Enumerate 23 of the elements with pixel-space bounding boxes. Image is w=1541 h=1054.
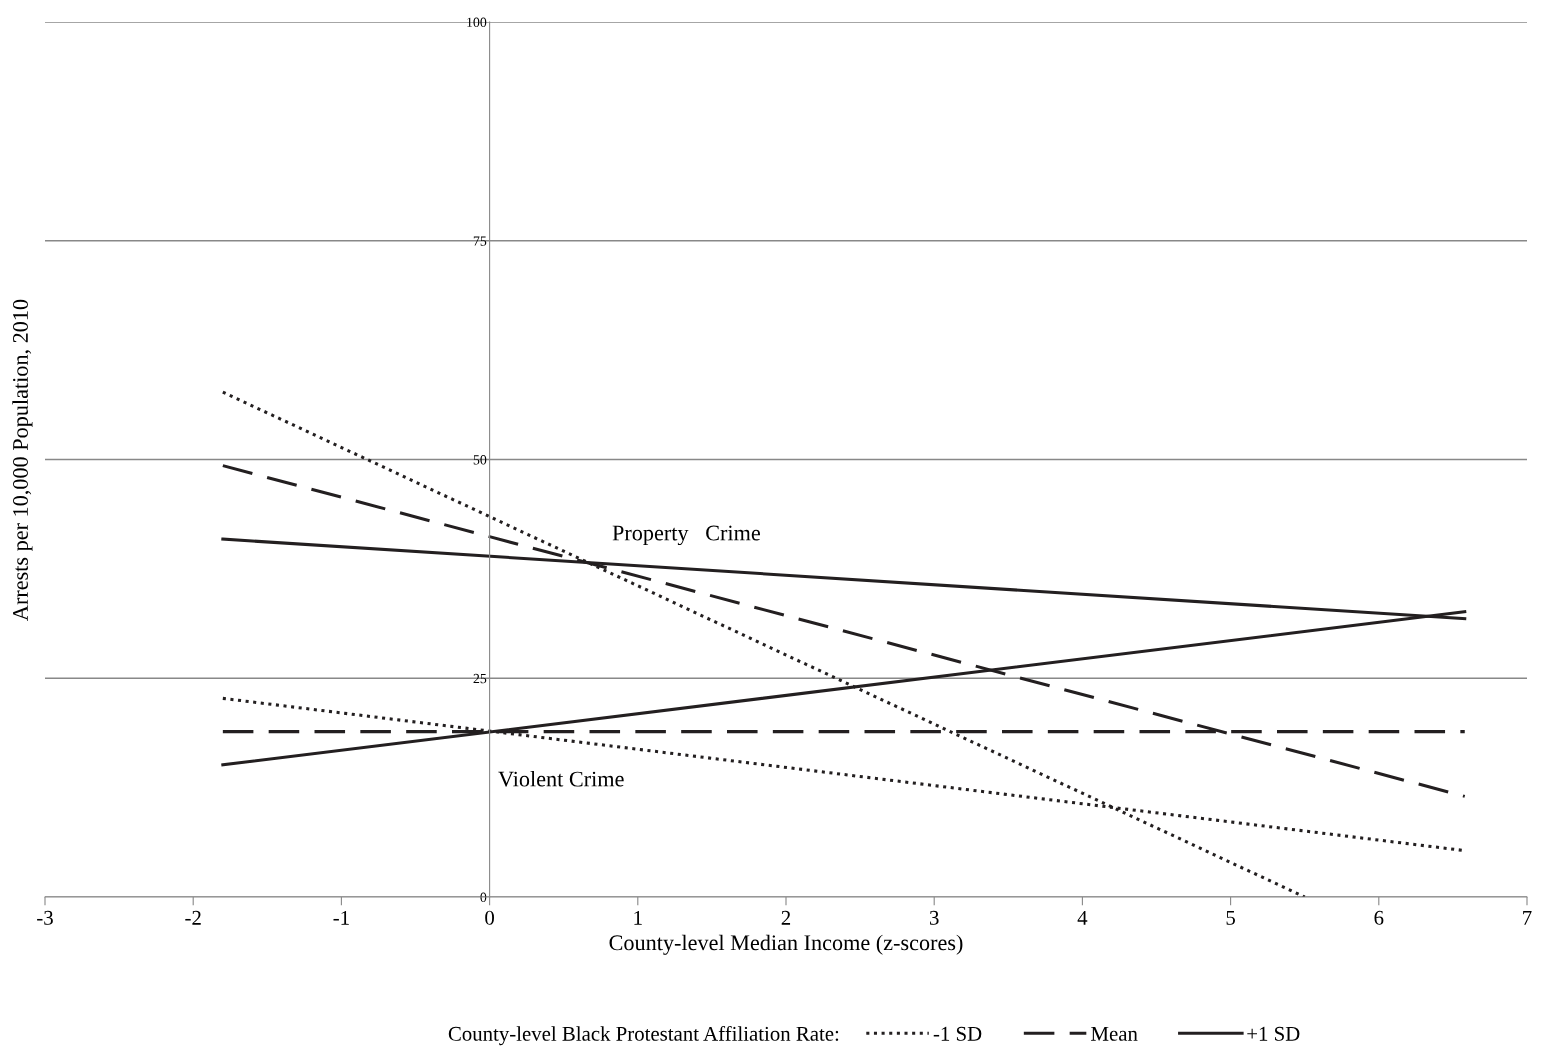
y-tick-label: 100	[467, 17, 487, 27]
annotation: Violent Crime	[498, 770, 624, 787]
y-tick-label: 75	[473, 236, 487, 246]
y-axis-title: Arrests per 10,000 Population, 2010	[12, 299, 33, 621]
legend-label: Mean	[1091, 1026, 1138, 1041]
legend-title: County-level Black Protestant Affiliation Rate:	[448, 1025, 839, 1046]
x-tick-label: 1	[634, 910, 642, 925]
x-tick-label: 4	[1077, 910, 1088, 925]
x-tick-label: 7	[1523, 911, 1532, 925]
x-tick-label: 6	[1374, 910, 1384, 925]
x-axis-title: County-level Median Income (z-scores)	[609, 934, 963, 955]
x-tick-label: 2	[781, 910, 791, 925]
annotation: Property Crime	[612, 525, 760, 546]
y-tick-label: 50	[473, 455, 487, 465]
legend-label: -1 SD	[933, 1026, 982, 1041]
x-tick-label: 3	[929, 910, 939, 925]
y-tick-label: 0	[480, 892, 487, 902]
x-tick-label: -1	[333, 910, 349, 925]
x-tick-label: -2	[185, 910, 201, 925]
y-tick-label: 25	[473, 673, 487, 684]
x-tick-label: 5	[1226, 911, 1235, 925]
legend-label: +1 SD	[1247, 1026, 1300, 1041]
x-tick-label: -3	[37, 910, 53, 925]
